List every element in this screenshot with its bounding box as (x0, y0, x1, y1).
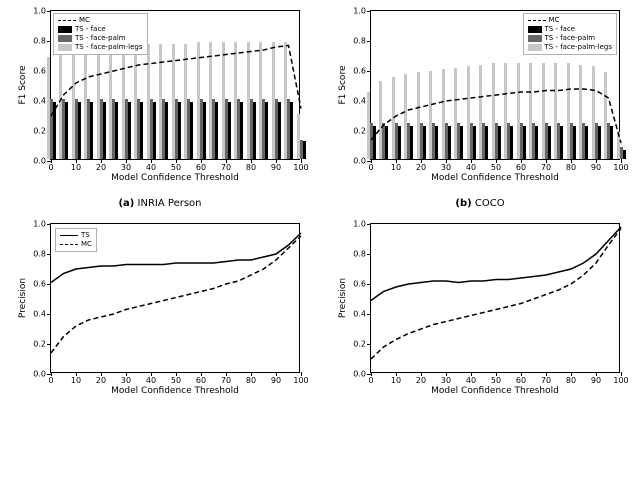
caption-b: (b) COCO (320, 192, 640, 213)
bar (303, 141, 306, 159)
legend-lines-left: TSMC (55, 228, 97, 252)
caption-a: (a) INRIA Person (0, 192, 320, 213)
svg-overlay-br (371, 224, 621, 374)
xlabel: Model Confidence Threshold (431, 386, 559, 396)
ylabel-f1: F1 Score (18, 66, 28, 105)
xlabel: Model Confidence Threshold (111, 173, 239, 183)
panel-bottom-right: Precision Model Confidence Threshold 0.0… (320, 213, 640, 413)
xlabel: Model Confidence Threshold (431, 173, 559, 183)
bar (623, 150, 626, 159)
plot-area-coco-prec: Precision Model Confidence Threshold 0.0… (370, 223, 620, 373)
legend-bars-right: MCTS - faceTS - face-palmTS - face-palm-… (523, 13, 618, 55)
ylabel-f1: F1 Score (338, 66, 348, 105)
panel-top-left: F1 Score Model Confidence Threshold MCTS… (0, 0, 320, 192)
figure-grid: F1 Score Model Confidence Threshold MCTS… (0, 0, 640, 413)
plot-area-inria-f1: F1 Score Model Confidence Threshold MCTS… (50, 10, 300, 160)
plot-area-inria-prec: Precision Model Confidence Threshold TSM… (50, 223, 300, 373)
ylabel-prec: Precision (18, 278, 28, 318)
plot-area-coco-f1: F1 Score Model Confidence Threshold MCTS… (370, 10, 620, 160)
xlabel: Model Confidence Threshold (111, 386, 239, 396)
ylabel-prec: Precision (338, 278, 348, 318)
panel-top-right: F1 Score Model Confidence Threshold MCTS… (320, 0, 640, 192)
legend-bars-left: MCTS - faceTS - face-palmTS - face-palm-… (53, 13, 148, 55)
panel-bottom-left: Precision Model Confidence Threshold TSM… (0, 213, 320, 413)
